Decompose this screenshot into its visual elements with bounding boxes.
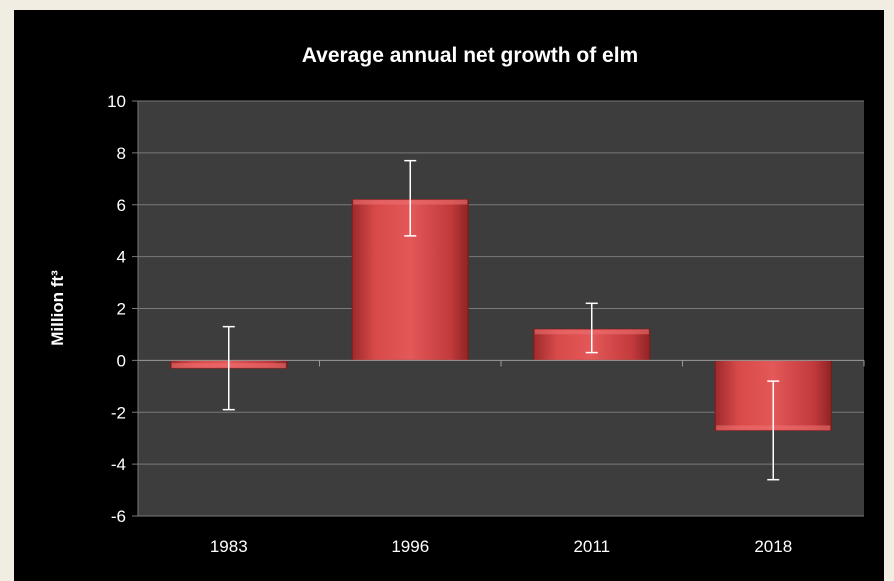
x-tick-label: 1983 — [210, 537, 248, 556]
x-tick-label: 2018 — [754, 537, 792, 556]
gridlines — [138, 100, 864, 517]
y-tick-label: -6 — [111, 507, 126, 526]
y-tick-label: -4 — [111, 455, 126, 474]
y-tick-label: 2 — [117, 300, 126, 319]
y-tick-label: 8 — [117, 144, 126, 163]
y-tick-label: 10 — [107, 92, 126, 111]
chart-frame: -6 -4 -2 0 2 4 6 8 10 1983 1996 2011 2018 Average a… — [14, 10, 884, 581]
y-tick-label: 4 — [117, 248, 126, 267]
y-tick-label: -2 — [111, 403, 126, 422]
x-tick-label: 1996 — [391, 537, 429, 556]
chart-title: Average annual net growth of elm — [302, 44, 638, 67]
x-tick-label: 2011 — [573, 537, 610, 556]
y-tick-label: 0 — [117, 351, 126, 370]
y-axis-label: Million ft³ — [48, 270, 67, 346]
y-ticks: -6 -4 -2 0 2 4 6 8 10 — [107, 92, 139, 526]
chart-svg: -6 -4 -2 0 2 4 6 8 10 1983 1996 2011 2018 Average a… — [48, 44, 865, 556]
error-bars — [222, 159, 780, 481]
x-ticks: 1983 1996 2011 2018 — [210, 537, 792, 556]
y-tick-label: 6 — [117, 196, 126, 215]
